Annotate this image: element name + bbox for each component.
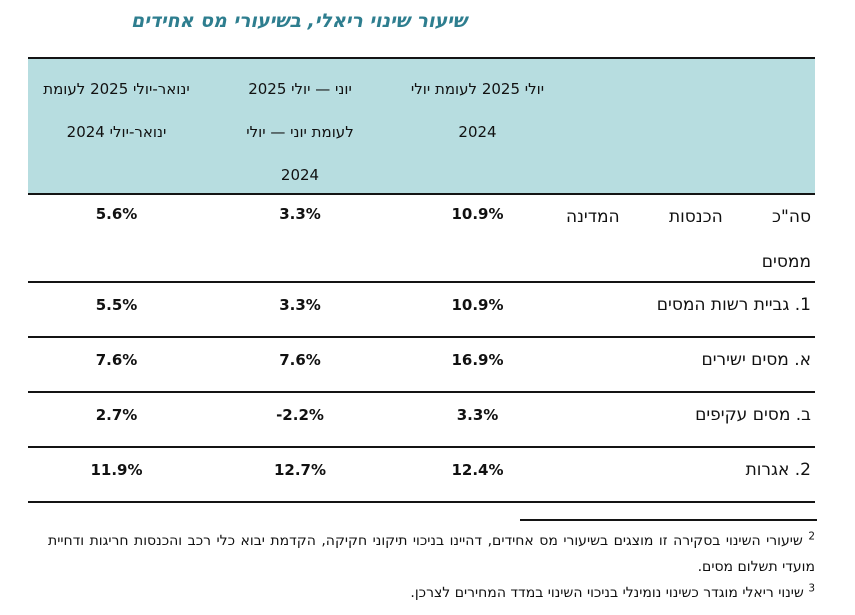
value-cell: 5.6% [95, 205, 138, 223]
header-line: 2024 [458, 123, 497, 141]
header-line: יוני — יולי 2025 [248, 80, 352, 98]
footnote-marker: 2 [808, 530, 816, 543]
table-row-tax-authority-collection: 5.5% 3.3% 10.9% 1. גביית רשות המסים [28, 283, 815, 338]
value-cell: 7.6% [95, 351, 138, 369]
table-row-direct-taxes: 7.6% 7.6% 16.9% א. מסים ישירים [28, 338, 815, 393]
table-row-total-revenues: 5.6% 3.3% 10.9% סה"כ הכנסות המדינה ממסים [28, 195, 815, 283]
value-cell: 5.5% [95, 296, 138, 314]
row-label: סה"כ הכנסות המדינה ממסים [560, 195, 815, 285]
footnote-text: שינוי ריאלי מוגדר כשינוי נומינלי בניכוי … [410, 585, 804, 601]
header-cell-jan-jul-period: ינואר-יולי 2025 לעומת ינואר-יולי 2024 [28, 59, 205, 197]
row-label: ב. מסים עקיפים [695, 405, 811, 425]
row-label: א. מסים ישירים [701, 350, 811, 370]
value-cell: 3.3% [456, 406, 499, 424]
value-cell: -2.2% [276, 406, 324, 424]
table-row-indirect-taxes: 2.7% -2.2% 3.3% ב. מסים עקיפים [28, 393, 815, 448]
footnote-marker: 3 [808, 582, 815, 595]
row-label-line: סה"כ הכנסות המדינה [566, 207, 811, 227]
value-cell: 7.6% [279, 351, 321, 369]
table-row-fees: 11.9% 12.7% 12.4% 2. אגרות [28, 448, 815, 503]
header-line: לעומת יוני — יולי [246, 123, 354, 141]
table-header-row: ינואר-יולי 2025 לעומת ינואר-יולי 2024 יו… [28, 59, 815, 195]
value-cell: 12.7% [273, 461, 327, 479]
value-cell: 2.7% [95, 406, 138, 424]
header-line: ינואר-יולי 2024 [66, 123, 167, 141]
header-cell-row-labels-empty [560, 59, 815, 197]
footnote-2: 2 שיעורי השינוי בסקירה זו מוצגים בשיעורי… [48, 528, 815, 580]
footnote-separator-line [520, 519, 817, 521]
footnotes-block: 2 שיעורי השינוי בסקירה זו מוצגים בשיעורי… [48, 528, 815, 606]
tax-change-table: ינואר-יולי 2025 לעומת ינואר-יולי 2024 יו… [28, 57, 815, 503]
header-cell-jul-period: יולי 2025 לעומת יולי 2024 [395, 59, 560, 197]
value-cell: 11.9% [90, 461, 143, 479]
header-line: 2024 [280, 166, 320, 184]
page-title: שיעור שינוי ריאלי, בשיעורי מס אחידים [131, 10, 467, 32]
footnote-3: 3 שינוי ריאלי מוגדר כשינוי נומינלי בניכו… [48, 580, 815, 606]
value-cell: 10.9% [451, 296, 504, 314]
value-cell: 12.4% [451, 461, 504, 479]
value-cell: 16.9% [451, 351, 504, 369]
value-cell: 3.3% [279, 205, 321, 223]
value-cell: 10.9% [451, 205, 504, 223]
row-label: 2. אגרות [745, 460, 811, 480]
footnote-text: שיעורי השינוי בסקירה זו מוצגים בשיעורי מ… [48, 533, 815, 575]
header-line: ינואר-יולי 2025 לעומת [43, 80, 190, 98]
header-cell-jun-jul-period: יוני — יולי 2025 לעומת יוני — יולי 2024 [205, 59, 395, 197]
row-label: 1. גביית רשות המסים [656, 295, 811, 315]
value-cell: 3.3% [279, 296, 321, 314]
header-line: יולי 2025 לעומת יולי [410, 80, 545, 98]
row-label-line: ממסים [761, 252, 811, 272]
